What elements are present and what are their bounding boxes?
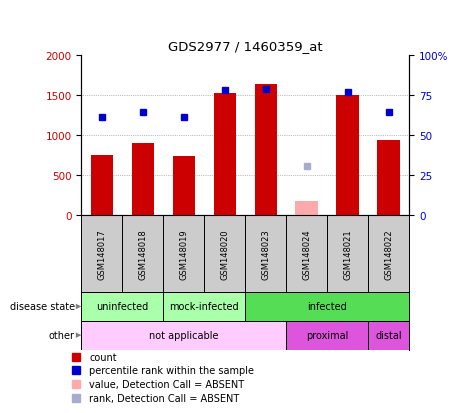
Bar	[173, 157, 195, 216]
Text: count: count	[89, 352, 117, 362]
Bar	[337, 95, 359, 216]
Title: GDS2977 / 1460359_at: GDS2977 / 1460359_at	[168, 40, 323, 53]
Text: disease state: disease state	[10, 301, 75, 312]
Text: percentile rank within the sample: percentile rank within the sample	[89, 366, 254, 375]
Bar	[81, 321, 286, 350]
Text: GSM148019: GSM148019	[179, 229, 188, 280]
Text: GSM148017: GSM148017	[97, 229, 106, 280]
Bar	[368, 321, 409, 350]
Text: GSM148021: GSM148021	[343, 229, 352, 280]
Text: distal: distal	[375, 330, 402, 340]
Text: value, Detection Call = ABSENT: value, Detection Call = ABSENT	[89, 379, 244, 389]
Text: GSM148020: GSM148020	[220, 229, 229, 280]
Text: infected: infected	[307, 301, 347, 312]
Text: other: other	[49, 330, 75, 340]
Text: proximal: proximal	[306, 330, 348, 340]
Bar	[295, 201, 318, 216]
Bar	[378, 140, 400, 216]
Bar	[163, 292, 246, 321]
Text: uninfected: uninfected	[96, 301, 148, 312]
Bar	[246, 292, 409, 321]
Bar	[286, 321, 368, 350]
Bar	[81, 292, 163, 321]
Text: GSM148018: GSM148018	[139, 229, 147, 280]
Text: mock-infected: mock-infected	[170, 301, 239, 312]
Bar	[132, 144, 154, 216]
Text: GSM148024: GSM148024	[302, 229, 311, 280]
Bar	[254, 84, 277, 216]
Text: GSM148023: GSM148023	[261, 229, 270, 280]
Text: not applicable: not applicable	[149, 330, 219, 340]
Bar	[213, 94, 236, 216]
Text: GSM148022: GSM148022	[384, 229, 393, 280]
Text: rank, Detection Call = ABSENT: rank, Detection Call = ABSENT	[89, 393, 239, 403]
Bar	[91, 156, 113, 216]
